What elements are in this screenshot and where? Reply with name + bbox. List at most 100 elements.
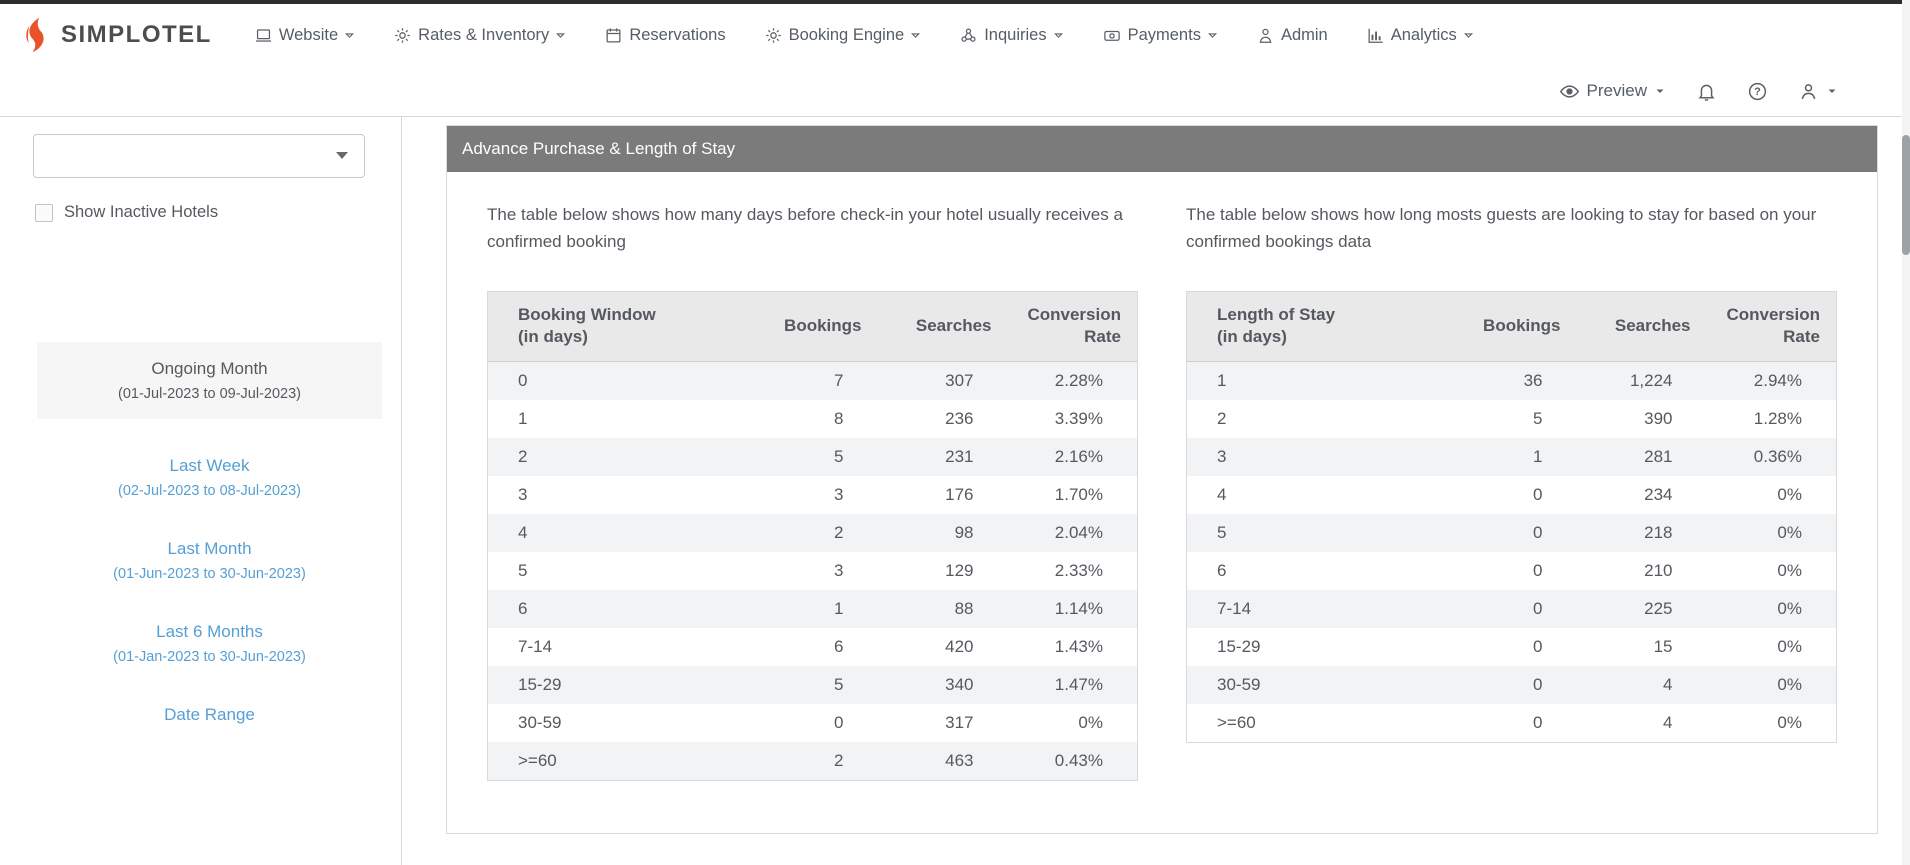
date-option-range: (01-Jul-2023 to 09-Jul-2023) [118,386,301,402]
nav-label: Booking Engine [788,25,905,44]
length-of-stay-description: The table below shows how long mosts gue… [1186,205,1817,252]
nav-item-website[interactable]: Website [254,26,355,45]
table-row: 7-14 0 225 0% [1186,589,1837,628]
table-cell: 2.94% [1753,370,1802,390]
table-row: 4 0 234 0% [1187,476,1837,514]
length-of-stay-column: The table below shows how long mosts gue… [1186,201,1837,781]
gear-icon [764,26,783,45]
table-cell: 7-14 [518,636,553,656]
table-cell: 4 [518,522,528,542]
nav-item-booking-engine[interactable]: Booking Engine [764,26,922,45]
booking-window-table: Booking Window (in days) Bookings Searches… [487,291,1138,781]
table-cell: 6 [1217,560,1227,580]
user-icon [1798,81,1819,102]
eye-icon [1559,81,1580,102]
chevron-down-icon [1463,30,1474,41]
preview-label: Preview [1586,81,1647,100]
table-cell: 4 [1663,674,1673,694]
nav-item-analytics[interactable]: Analytics [1366,26,1474,45]
date-option-last-week[interactable]: Last Week (02-Jul-2023 to 08-Jul-2023) [37,446,382,509]
brand-name: SIMPLOTEL [61,21,212,48]
table-cell: 0 [1533,636,1543,656]
select-caret-icon [336,152,348,159]
table-cell: 15-29 [518,674,562,694]
svg-text:?: ? [1754,86,1761,98]
question-circle-icon: ? [1747,81,1768,102]
date-option-label: Ongoing Month [151,359,268,378]
network-icon [959,26,978,45]
notifications-button[interactable] [1696,81,1717,102]
table-cell: 1.14% [1054,598,1103,618]
table-cell: 1 [834,598,844,618]
table-cell: 231 [945,446,974,466]
date-option-last-month[interactable]: Last Month (01-Jun-2023 to 30-Jun-2023) [37,529,382,592]
bar-chart-icon [1366,26,1385,45]
checkbox-unchecked[interactable] [35,203,53,222]
date-option-range: (02-Jul-2023 to 08-Jul-2023) [118,483,301,499]
panel-title-bar: Advance Purchase & Length of Stay [447,126,1877,172]
nav-item-payments[interactable]: Payments [1102,26,1218,45]
nav-label: Analytics [1390,25,1457,44]
sidebar: Show Inactive Hotels Ongoing Month (01-J… [0,117,402,865]
show-inactive-hotels-toggle[interactable]: Show Inactive Hotels [35,203,401,222]
table-row: 0 7 307 2.28% [487,361,1138,400]
table-cell: >=60 [518,750,557,770]
table-cell: 0 [1533,712,1543,732]
table-row: 2 5 231 2.16% [487,437,1138,476]
hotel-select[interactable] [33,134,365,178]
table-cell: 1 [1533,446,1543,466]
account-menu-button[interactable] [1798,81,1838,102]
table-row: 3 3 176 1.70% [488,476,1138,514]
content-area: Show Inactive Hotels Ongoing Month (01-J… [0,117,1910,865]
date-option-date-range[interactable]: Date Range [37,695,382,735]
table-row: 6 0 210 0% [1187,552,1837,590]
page-scrollbar-thumb[interactable] [1902,135,1910,255]
table-row: 5 3 129 2.33% [488,552,1138,590]
page-scrollbar-track[interactable] [1902,0,1910,865]
table-row: 7-14 6 420 1.43% [488,628,1138,666]
table-cell: 5 [1533,408,1543,428]
table-cell: 1 [518,408,528,428]
date-option-range: (01-Jun-2023 to 30-Jun-2023) [113,566,306,582]
table-cell: 234 [1644,484,1673,504]
date-option-last-6-months[interactable]: Last 6 Months (01-Jan-2023 to 30-Jun-202… [37,612,382,675]
table-cell: 0 [518,370,528,390]
column-header: Bookings [1440,291,1577,362]
chevron-down-icon [555,30,566,41]
nav-item-rates-inventory[interactable]: Rates & Inventory [393,26,566,45]
nav-label: Rates & Inventory [418,25,550,44]
chevron-down-icon [1207,30,1218,41]
nav-item-inquiries[interactable]: Inquiries [959,26,1063,45]
table-cell: 5 [1217,522,1227,542]
table-row: 3 1 281 0.36% [1186,437,1837,476]
date-option-ongoing-month[interactable]: Ongoing Month (01-Jul-2023 to 09-Jul-202… [37,342,382,419]
table-cell: 0 [1533,674,1543,694]
table-cell: 463 [945,750,974,770]
table-cell: 98 [954,522,974,542]
table-cell: 0% [1777,712,1802,732]
date-option-range: (01-Jan-2023 to 30-Jun-2023) [113,649,306,665]
nav-item-reservations[interactable]: Reservations [604,26,726,45]
date-option-label: Last Month [167,539,252,558]
table-cell: 0% [1777,598,1802,618]
table-cell: 281 [1644,446,1673,466]
brand-logo[interactable]: SIMPLOTEL [22,17,212,53]
table-cell: 129 [945,560,974,580]
help-button[interactable]: ? [1747,81,1768,102]
table-cell: 0% [1777,560,1802,580]
simplotel-logo-icon [22,17,52,53]
table-cell: 5 [834,674,844,694]
column-header: Searches [1576,291,1707,362]
table-cell: 1 [1217,370,1227,390]
table-cell: 2 [834,750,844,770]
preview-button[interactable]: Preview [1559,81,1666,102]
column-header: Searches [877,291,1008,362]
table-cell: 0% [1777,484,1802,504]
nav-item-admin[interactable]: Admin [1256,26,1328,45]
table-header-row: Length of Stay (in days) Bookings Searches… [1186,291,1837,362]
table-row: 5 0 218 0% [1186,513,1837,552]
table-cell: 1,224 [1629,370,1673,390]
table-cell: 0 [1533,598,1543,618]
table-cell: 4 [1663,712,1673,732]
table-cell: 8 [834,408,844,428]
